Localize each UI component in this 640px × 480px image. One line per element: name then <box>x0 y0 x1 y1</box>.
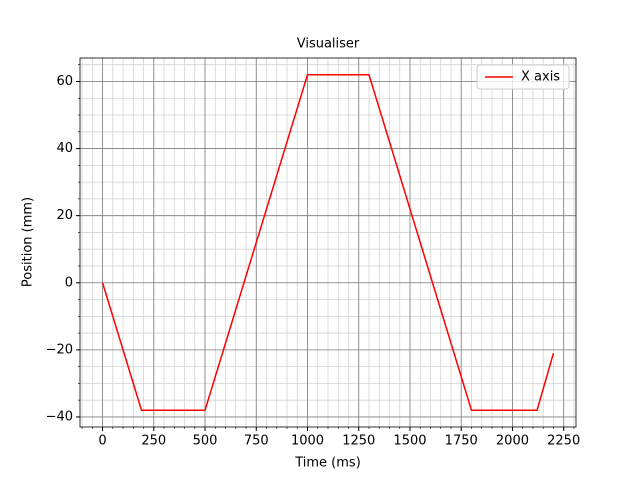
x-axis-label: Time (ms) <box>294 456 361 471</box>
x-tick-label: 750 <box>244 434 269 449</box>
x-tick-label: 500 <box>193 434 218 449</box>
y-axis-label: Position (mm) <box>21 197 36 287</box>
legend-label: X axis <box>521 70 560 85</box>
y-tick-label: 40 <box>56 141 73 156</box>
y-tick-label: −40 <box>46 409 73 424</box>
x-tick-label: 1500 <box>393 434 426 449</box>
x-tick-label: 250 <box>141 434 166 449</box>
line <box>101 74 555 411</box>
x-tick-label: 0 <box>98 434 106 449</box>
chart-title: Visualiser <box>297 37 360 52</box>
plot-frame <box>79 57 577 428</box>
y-tick-label: 60 <box>56 74 73 89</box>
y-tick-label: 20 <box>56 208 73 223</box>
y-tick-label: 0 <box>65 275 73 290</box>
x-tick-label: 1000 <box>291 434 324 449</box>
y-tick-label: −20 <box>46 342 73 357</box>
legend-box <box>476 64 570 90</box>
x-tick-label: 2250 <box>547 434 580 449</box>
x-tick-label: 2000 <box>496 434 529 449</box>
x-tick-label: 1250 <box>342 434 375 449</box>
x-tick-label: 1750 <box>445 434 478 449</box>
